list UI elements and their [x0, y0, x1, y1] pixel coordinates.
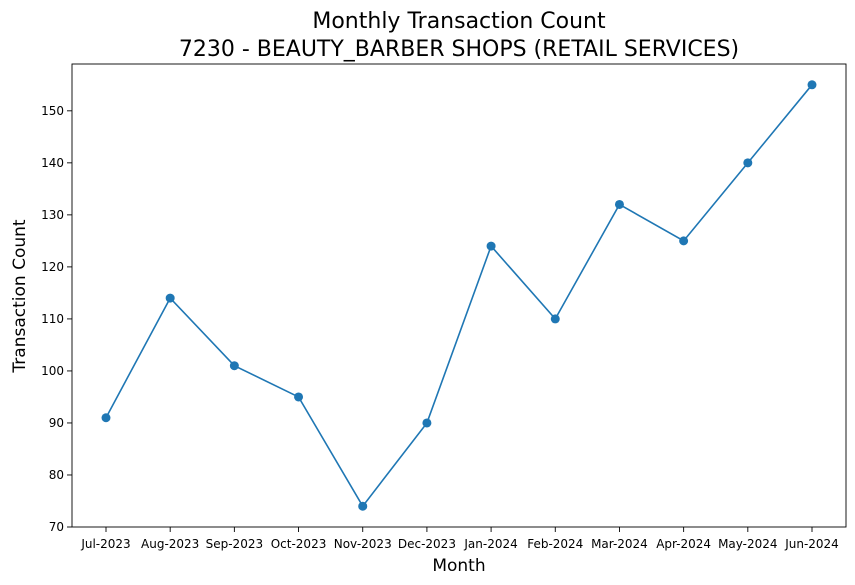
x-tick-label: Nov-2023 [334, 537, 392, 551]
x-tick-label: Jan-2024 [463, 537, 517, 551]
y-tick-label: 140 [41, 156, 64, 170]
x-tick-label: Jun-2024 [784, 537, 839, 551]
x-tick-label: Sep-2023 [206, 537, 264, 551]
data-point [294, 392, 304, 402]
y-tick-label: 120 [41, 260, 64, 274]
x-tick-label: Feb-2024 [527, 537, 583, 551]
data-point [101, 413, 111, 423]
x-tick-label: Apr-2024 [656, 537, 711, 551]
data-point [358, 501, 368, 511]
x-tick-label: Aug-2023 [141, 537, 199, 551]
y-tick-label: 90 [49, 416, 64, 430]
y-tick-label: 150 [41, 104, 64, 118]
y-tick-label: 70 [49, 520, 64, 534]
x-axis-label: Month [432, 556, 485, 576]
x-tick-label: Oct-2023 [271, 537, 327, 551]
x-tick-label: Mar-2024 [591, 537, 648, 551]
data-point [743, 158, 753, 168]
series-line [105, 84, 813, 508]
series-layer [101, 80, 817, 511]
data-point [614, 199, 624, 209]
chart-title: Monthly Transaction Count [312, 9, 606, 34]
y-tick-label: 110 [41, 312, 64, 326]
y-tick-label: 80 [49, 468, 64, 482]
x-tick-label: Dec-2023 [398, 537, 456, 551]
data-point [486, 241, 496, 251]
data-point [679, 236, 689, 246]
y-axis: 70 80 90 100 110 120 130 140 150 [41, 104, 72, 534]
data-point [422, 418, 432, 428]
x-axis: Jul-2023 Aug-2023 Sep-2023 Oct-2023 Nov-2023… [80, 527, 839, 551]
data-point [165, 293, 175, 303]
data-point [807, 80, 817, 90]
plot-frame [71, 63, 847, 528]
x-tick-label: Jul-2023 [80, 537, 130, 551]
chart-subtitle: 7230 - BEAUTY_BARBER SHOPS (RETAIL SERVI… [179, 37, 739, 62]
data-point [229, 361, 239, 371]
y-axis-label: Transaction Count [10, 219, 30, 373]
data-point [550, 314, 560, 324]
y-tick-label: 100 [41, 364, 64, 378]
x-tick-label: May-2024 [718, 537, 777, 551]
y-tick-label: 130 [41, 208, 64, 222]
